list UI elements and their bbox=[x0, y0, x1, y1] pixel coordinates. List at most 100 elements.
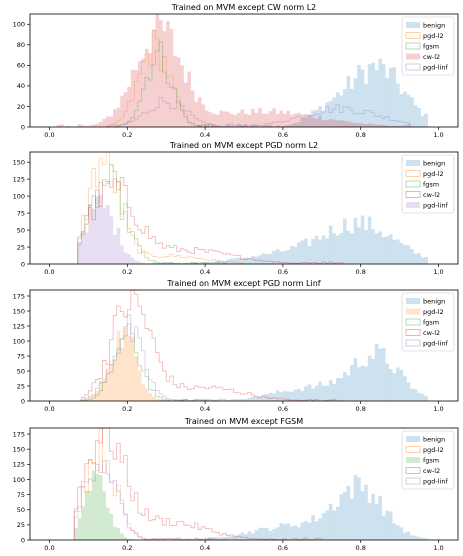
bar-benign bbox=[212, 261, 216, 264]
bar-cw-l2 bbox=[198, 97, 202, 127]
bar-benign bbox=[272, 250, 276, 264]
bar-benign bbox=[297, 122, 301, 127]
bar-benign bbox=[254, 530, 259, 540]
legend-swatch-fgsm bbox=[405, 180, 421, 188]
bar-cw-l2 bbox=[169, 28, 174, 127]
bar-benign bbox=[420, 393, 425, 401]
x-tick-label: 0.4 bbox=[200, 544, 210, 552]
bar-cw-l2 bbox=[144, 48, 149, 128]
legend-swatch-pgd-linf bbox=[406, 202, 420, 208]
bar-benign bbox=[420, 257, 425, 264]
bar-pgd-l2 bbox=[116, 330, 121, 401]
bar-cw-l2 bbox=[166, 21, 170, 127]
bar-cw-l2 bbox=[84, 125, 89, 127]
x-tick-label: 0.8 bbox=[356, 131, 366, 139]
x-tick-label: 0.0 bbox=[44, 131, 54, 139]
panel-title: Trained on MVM except PGD norm L2 bbox=[169, 141, 318, 150]
bar-benign bbox=[403, 376, 407, 401]
bar-fgsm bbox=[91, 470, 96, 540]
bar-benign bbox=[350, 88, 354, 127]
bar-benign bbox=[282, 251, 287, 264]
legend-swatch-pgd-linf bbox=[405, 477, 421, 485]
bar-benign bbox=[403, 91, 407, 127]
bar-cw-l2 bbox=[236, 112, 241, 127]
legend-label-pgd-l2: pgd-l2 bbox=[423, 170, 444, 178]
bar-benign bbox=[325, 385, 329, 401]
bar-benign bbox=[275, 527, 280, 540]
bar-pgd-linf bbox=[113, 234, 117, 264]
bar-cw-l2 bbox=[233, 114, 237, 127]
series-fgsm bbox=[74, 470, 167, 540]
bar-benign bbox=[350, 233, 354, 264]
bar-benign bbox=[297, 527, 301, 540]
axes-frame bbox=[29, 13, 459, 128]
bar-benign bbox=[371, 358, 375, 401]
legend-label-pgd-l2: pgd-l2 bbox=[423, 446, 444, 454]
bar-cw-l2 bbox=[360, 123, 365, 127]
bar-benign bbox=[201, 262, 206, 264]
bar-benign bbox=[378, 495, 382, 540]
legend-swatch-fgsm bbox=[405, 318, 421, 326]
bar-benign bbox=[311, 515, 315, 540]
x-tick-label: 0.4 bbox=[200, 131, 210, 139]
bar-benign bbox=[236, 534, 241, 540]
bar-benign bbox=[385, 510, 390, 540]
bar-benign bbox=[381, 515, 386, 540]
bar-cw-l2 bbox=[396, 125, 400, 127]
bar-benign bbox=[335, 378, 340, 401]
bar-fgsm bbox=[120, 533, 124, 540]
bar-benign bbox=[190, 399, 195, 401]
bar-cw-l2 bbox=[314, 118, 319, 127]
bar-benign bbox=[219, 260, 223, 264]
bar-benign bbox=[325, 102, 329, 127]
bar-benign bbox=[335, 92, 340, 127]
bar-cw-l2 bbox=[215, 114, 220, 127]
bar-benign bbox=[289, 245, 294, 264]
bar-cw-l2 bbox=[247, 115, 252, 127]
step-fgsm bbox=[112, 41, 213, 128]
step-pgd-linf bbox=[73, 460, 227, 541]
bar-benign bbox=[353, 474, 358, 540]
legend: benign pgd-l2 fgsm cw-l2 pgd-linf bbox=[401, 292, 455, 352]
bar-benign bbox=[424, 257, 428, 264]
bar-benign bbox=[321, 385, 326, 401]
bar-benign bbox=[396, 83, 400, 127]
legend-swatch-pgd-l2 bbox=[406, 308, 420, 315]
step-cw-l2 bbox=[77, 177, 344, 265]
legend-label-fgsm: fgsm bbox=[423, 319, 439, 327]
bar-benign bbox=[318, 106, 322, 127]
x-tick-label: 0.6 bbox=[278, 544, 288, 552]
bar-benign bbox=[293, 525, 298, 540]
bar-cw-l2 bbox=[332, 119, 336, 127]
bar-benign bbox=[360, 69, 365, 127]
bar-benign bbox=[385, 363, 390, 401]
bar-benign bbox=[374, 70, 379, 127]
bar-benign bbox=[396, 367, 400, 401]
legend-swatch-benign bbox=[406, 436, 420, 442]
bar-cw-l2 bbox=[389, 125, 393, 127]
bar-benign bbox=[378, 231, 382, 264]
bar-benign bbox=[212, 537, 216, 540]
bar-benign bbox=[399, 94, 404, 127]
bar-benign bbox=[254, 396, 259, 401]
bar-cw-l2 bbox=[141, 58, 145, 127]
bar-cw-l2 bbox=[176, 57, 181, 127]
bar-benign bbox=[424, 395, 428, 401]
bar-pgd-linf bbox=[123, 252, 128, 264]
bar-pgd-linf bbox=[98, 194, 103, 264]
bar-benign bbox=[392, 239, 397, 264]
bar-benign bbox=[314, 385, 319, 401]
bar-benign bbox=[328, 380, 333, 401]
legend-box bbox=[401, 292, 455, 352]
y-tick-label: 100 bbox=[13, 476, 25, 484]
bar-cw-l2 bbox=[381, 124, 386, 127]
y-tick-label: 100 bbox=[13, 192, 25, 200]
panel-title: Trained on MVM except PGD norm Linf bbox=[166, 279, 320, 288]
bar-benign bbox=[282, 390, 287, 401]
bar-cw-l2 bbox=[318, 116, 322, 127]
bar-fgsm bbox=[81, 506, 85, 540]
bar-benign bbox=[240, 258, 244, 264]
bar-cw-l2 bbox=[399, 125, 404, 127]
bar-benign bbox=[265, 254, 269, 264]
bar-benign bbox=[374, 344, 379, 401]
